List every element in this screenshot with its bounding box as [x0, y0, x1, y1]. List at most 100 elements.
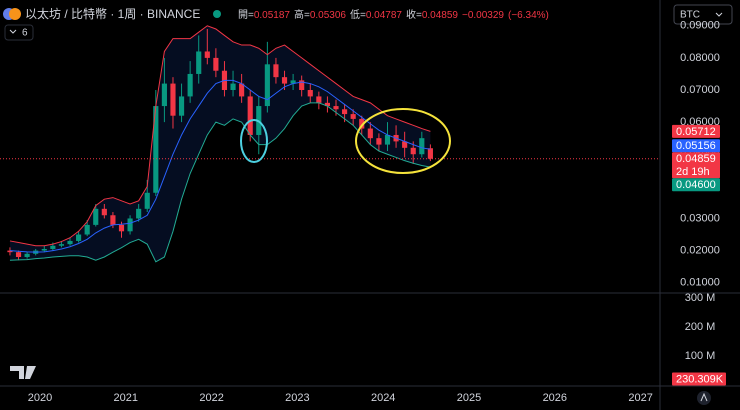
- candle-body: [50, 245, 56, 249]
- coin-icon: [9, 8, 21, 20]
- candle-body: [384, 134, 391, 145]
- candle-body: [204, 51, 210, 58]
- candle-body: [376, 138, 382, 145]
- countdown: 2d 19h: [676, 166, 710, 178]
- candle-body: [342, 109, 348, 115]
- candle-body: [101, 208, 107, 216]
- volume-tick-label: 200 M: [685, 321, 716, 333]
- candle-body: [359, 118, 365, 129]
- ohlc-value: 0.04787: [366, 10, 403, 21]
- x-tick-label: 2025: [457, 392, 481, 404]
- ohlc-label: 收=: [406, 8, 422, 21]
- x-tick-label: 2022: [199, 392, 223, 404]
- dropdown-chevron: [715, 12, 723, 17]
- candle-body: [264, 64, 270, 107]
- candle-body: [316, 96, 322, 103]
- candle-body: [161, 83, 167, 107]
- candle-body: [196, 51, 202, 74]
- market-status[interactable]: [213, 10, 221, 18]
- price-label-box: [672, 178, 720, 192]
- candle-body: [7, 250, 13, 253]
- candle-body: [93, 208, 99, 225]
- y-tick-label: 0.01000: [680, 277, 720, 289]
- ohlc-label: 高=: [294, 8, 310, 21]
- candle-body: [230, 83, 236, 91]
- x-tick-label: 2026: [543, 392, 567, 404]
- symbol-title: 以太坊 / 比特幣 · 1周 · BINANCE: [25, 6, 200, 21]
- price-label: 0.04859: [676, 153, 716, 165]
- ohlc-label: 低=: [350, 8, 366, 21]
- candle-body: [247, 96, 253, 135]
- candle-body: [76, 234, 82, 241]
- candle-body: [127, 218, 133, 232]
- candle-body: [24, 253, 30, 257]
- currency-dropdown[interactable]: [673, 4, 733, 25]
- indicator-toggle[interactable]: [4, 24, 34, 41]
- candle-body: [239, 83, 245, 97]
- ohlc-value: 0.04859: [422, 10, 459, 21]
- candle-body: [273, 64, 279, 78]
- ohlc-value: 0.05306: [310, 10, 347, 21]
- candle-body: [15, 252, 22, 257]
- price-label-box: [672, 139, 720, 153]
- candle-body: [402, 141, 408, 148]
- x-tick-label: 2027: [628, 392, 652, 404]
- candle-body: [290, 80, 296, 84]
- candle-body: [110, 215, 116, 225]
- tradingview-logo[interactable]: [10, 366, 36, 379]
- candle-body: [307, 90, 313, 97]
- auto-scale-icon: [700, 392, 708, 402]
- lower-band: [9, 102, 431, 263]
- ohlc-value: 0.05187: [254, 10, 291, 21]
- y-tick-label: 0.02000: [680, 244, 720, 256]
- candle-body: [427, 148, 433, 159]
- candle-body: [178, 96, 185, 116]
- volume-tick-label: 100 M: [685, 350, 716, 362]
- ohlc-legend: 開=0.05187 高=0.05306 低=0.04787 收=0.04859 −0.0…: [238, 8, 549, 21]
- price-label-box: [672, 152, 720, 179]
- candle-body: [350, 114, 356, 119]
- y-tick-label: 0.07000: [680, 84, 720, 96]
- candle-body: [187, 73, 193, 97]
- plot-area: [0, 25, 660, 263]
- highlight-ellipse: [355, 108, 451, 174]
- y-tick-label: 0.08000: [680, 52, 720, 64]
- candle-body: [170, 83, 176, 116]
- volume-label: 230.309K: [676, 373, 724, 385]
- candle-body: [41, 248, 47, 251]
- candle-body: [324, 102, 330, 107]
- candle-body: [58, 244, 65, 246]
- x-tick-label: 2021: [114, 392, 138, 404]
- price-label-box: [672, 124, 720, 138]
- candle-body: [410, 147, 416, 155]
- x-tick-label: 2020: [28, 392, 52, 404]
- y-tick-label: 0.09000: [680, 20, 720, 32]
- ohlc-label: 開=: [238, 9, 254, 21]
- auto-scale-button[interactable]: [697, 391, 711, 405]
- volume-tick-label: 300 M: [685, 292, 716, 304]
- candle-body: [213, 57, 219, 71]
- chevron-icon: [9, 29, 17, 34]
- candle-body: [118, 224, 125, 232]
- candle-body: [84, 224, 90, 235]
- candle-body: [144, 192, 150, 209]
- candle-body: [136, 208, 142, 219]
- band-fill: [9, 25, 431, 262]
- change-percent: (−6.34%): [508, 10, 549, 21]
- indicator-count: 6: [22, 28, 28, 39]
- price-label: 0.04600: [676, 179, 716, 191]
- currency-label: BTC: [680, 10, 700, 21]
- candle-body: [419, 138, 425, 155]
- upper-band: [9, 25, 431, 247]
- price-label: 0.05156: [676, 140, 716, 152]
- middle-band: [9, 79, 431, 253]
- highlight-circle: [240, 119, 268, 163]
- x-tick-label: 2024: [371, 392, 395, 404]
- y-tick-label: 0.03000: [680, 212, 720, 224]
- candle-body: [367, 128, 373, 139]
- candle-body: [67, 240, 73, 245]
- x-tick-label: 2023: [285, 392, 309, 404]
